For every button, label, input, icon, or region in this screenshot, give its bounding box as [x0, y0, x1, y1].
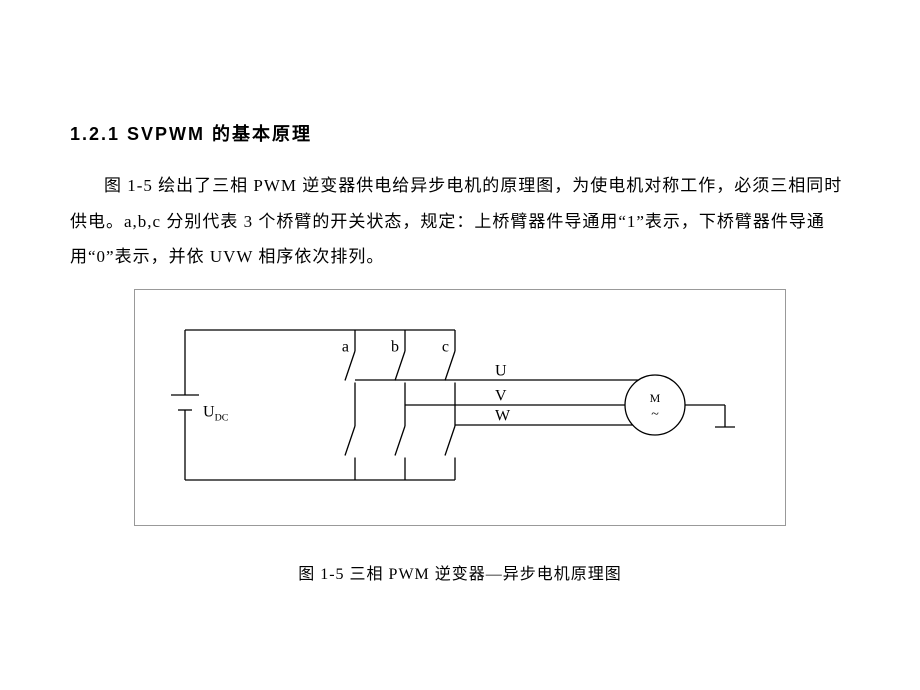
svg-text:V: V: [495, 388, 507, 405]
figure-caption: 图 1-5 三相 PWM 逆变器—异步电机原理图: [298, 560, 622, 584]
figure-container: UDC a b c UVW M ~ 图 1-5 三相 PWM 逆变器—异步电机原理图: [70, 289, 850, 584]
svg-text:~: ~: [651, 407, 659, 422]
body-paragraph: 图 1-5 绘出了三相 PWM 逆变器供电给异步电机的原理图，为使电机对称工作，…: [70, 168, 850, 275]
figure-frame: UDC a b c UVW M ~: [134, 289, 786, 526]
svg-text:a: a: [342, 339, 349, 356]
section-heading: 1.2.1 SVPWM 的基本原理: [70, 120, 850, 146]
svg-text:W: W: [495, 408, 511, 425]
circuit-diagram: UDC a b c UVW M ~: [165, 310, 755, 500]
svg-text:c: c: [442, 339, 449, 356]
svg-text:U: U: [495, 363, 507, 380]
svg-text:UDC: UDC: [203, 404, 229, 424]
svg-text:M: M: [650, 391, 661, 405]
svg-text:b: b: [391, 339, 399, 356]
